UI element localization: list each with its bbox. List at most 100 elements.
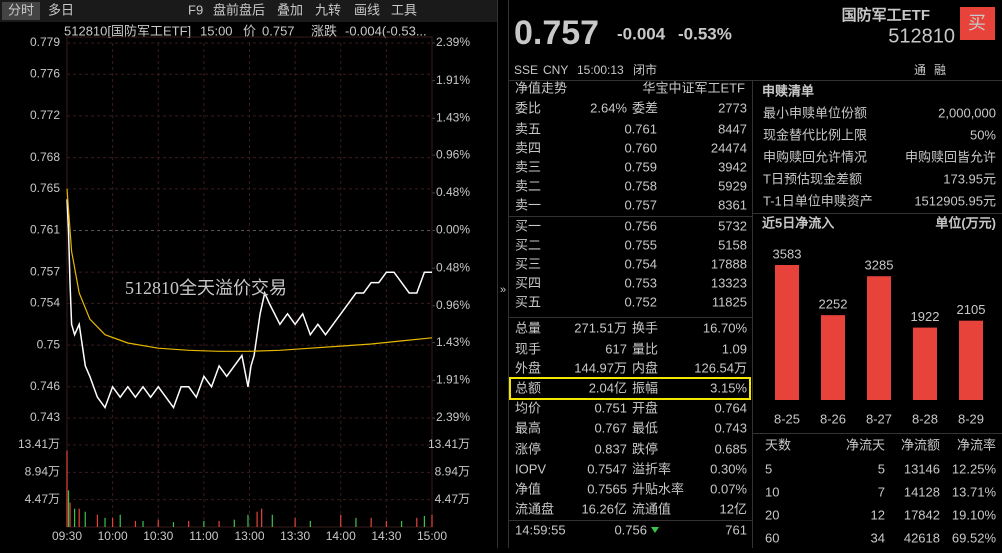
toolbar-tab[interactable]: 分时 [8,2,34,17]
ob-price: 0.756 [624,218,657,233]
trade-volume: 761 [725,522,747,537]
volume-bar [218,520,220,527]
ob-tab[interactable]: 华宝中证军工ETF [642,80,745,95]
y2-tick-label: 1.43% [436,335,470,349]
volume-tick-label: 13.41万 [428,437,470,451]
stat-label: 外盘 [515,360,541,375]
creation-value: 申购赎回皆允许 [905,149,996,164]
price: 0.757 [262,23,295,38]
flow-header: 天数 [765,437,791,452]
ob-tab[interactable]: 净值走势 [515,80,567,95]
volume-bar [66,450,68,527]
flow-cell: 12.25% [952,461,997,476]
stat-label: 均价 [515,400,541,415]
toolbar-tab[interactable]: 盘前盘后 [213,2,265,17]
ob-volume: 5732 [718,218,747,233]
ob-volume: 8447 [718,121,747,136]
quote-meta: SSE [514,63,538,77]
flow-unit: 单位(万元) [935,215,996,230]
y2-tick-label: 1.43% [436,110,470,124]
stat-label: 涨停 [515,441,541,456]
quote-meta: CNY [543,63,568,77]
ob-volume: 8361 [718,197,747,212]
flow-cell: 20 [765,507,779,522]
stat-value: 2.04亿 [589,380,627,395]
volume-bar [294,517,296,527]
flow-cell: 17842 [904,507,940,522]
y-tick-label: 0.779 [30,35,60,49]
volume-bar [309,520,311,527]
volume-bar [172,522,175,527]
ob-volume: 13323 [711,275,747,290]
flow-value: 3583 [773,246,802,261]
y-tick-label: 0.768 [30,150,60,164]
ob-price: 0.754 [624,256,657,271]
volume-bar [271,514,273,527]
y2-tick-label: 0.96% [436,298,470,312]
stat-label: IOPV [515,461,546,476]
stat-value: 0.751 [594,400,627,415]
x-tick-label: 09:30 [52,529,82,543]
stat-label: 现手 [515,341,541,356]
y-tick-label: 0.776 [30,66,60,80]
toolbar-tab[interactable]: 叠加 [277,2,303,17]
creation-value: 50% [970,127,996,142]
price-line [66,199,432,410]
stat-value: 16.70% [703,320,748,335]
creation-label: 最小申赎单位份额 [763,105,867,120]
volume-bar [96,514,99,527]
y-tick-label: 0.772 [30,108,60,122]
y2-tick-label: 1.91% [436,373,470,387]
toolbar-tab[interactable]: 画线 [354,2,380,17]
flow-value: 3285 [865,258,894,273]
volume-bar [104,517,106,527]
buy-button[interactable]: 买 [968,13,986,33]
creation-label: 申购赎回允许情况 [763,149,867,164]
x-tick-label: 13:30 [280,529,310,543]
flow-cell: 5 [878,461,885,476]
ob-level: 卖一 [515,197,541,212]
volume-bar [84,511,86,527]
toolbar-tab[interactable]: F9 [188,2,203,17]
volume-bar [247,514,249,527]
creation-title: 申赎清单 [762,83,814,98]
toolbar-tab[interactable]: 工具 [391,2,417,17]
flow-cell: 42618 [904,530,940,545]
y-tick-label: 0.761 [30,223,60,237]
ob-price: 0.755 [624,237,657,252]
ob-level: 买五 [515,294,541,309]
ob-price: 0.759 [624,159,657,174]
ob-volume: 5929 [718,178,747,193]
ob-price: 0.758 [624,178,657,193]
ob-price: 0.752 [624,294,657,309]
stat-value: 0.7565 [587,481,627,496]
flow-header: 净流额 [901,437,940,452]
volume-bar [67,490,70,527]
ob-price: 0.757 [624,197,657,212]
stat-value: 271.51万 [574,320,627,335]
volume-bar [370,517,372,527]
stat-label: 内盘 [632,360,658,375]
ob-level: 卖三 [515,159,541,174]
ob-volume: 3942 [718,159,747,174]
toolbar-tab[interactable]: 多日 [48,2,74,17]
volume-bar [256,511,258,527]
quote-change-pct: -0.53% [678,24,732,43]
y-tick-label: 0.757 [30,264,60,278]
toolbar-tab[interactable]: 九转 [315,2,341,17]
flow-value: 2105 [957,302,986,317]
stat-value: 617 [605,341,627,356]
creation-label: T日预估现金差额 [763,171,862,186]
buy-button-bg[interactable] [960,7,995,40]
price-label: 价 [243,23,256,38]
trade-price: 0.756 [614,522,647,537]
quote-meta: 15:00:13 [577,63,624,77]
quote-meta: 闭市 [633,62,657,77]
badge: 通 [914,63,926,77]
y-tick-label: 0.754 [30,296,60,310]
ob-level: 买二 [515,237,541,252]
ob-volume: 17888 [711,256,747,271]
collapse[interactable]: » [500,284,506,296]
